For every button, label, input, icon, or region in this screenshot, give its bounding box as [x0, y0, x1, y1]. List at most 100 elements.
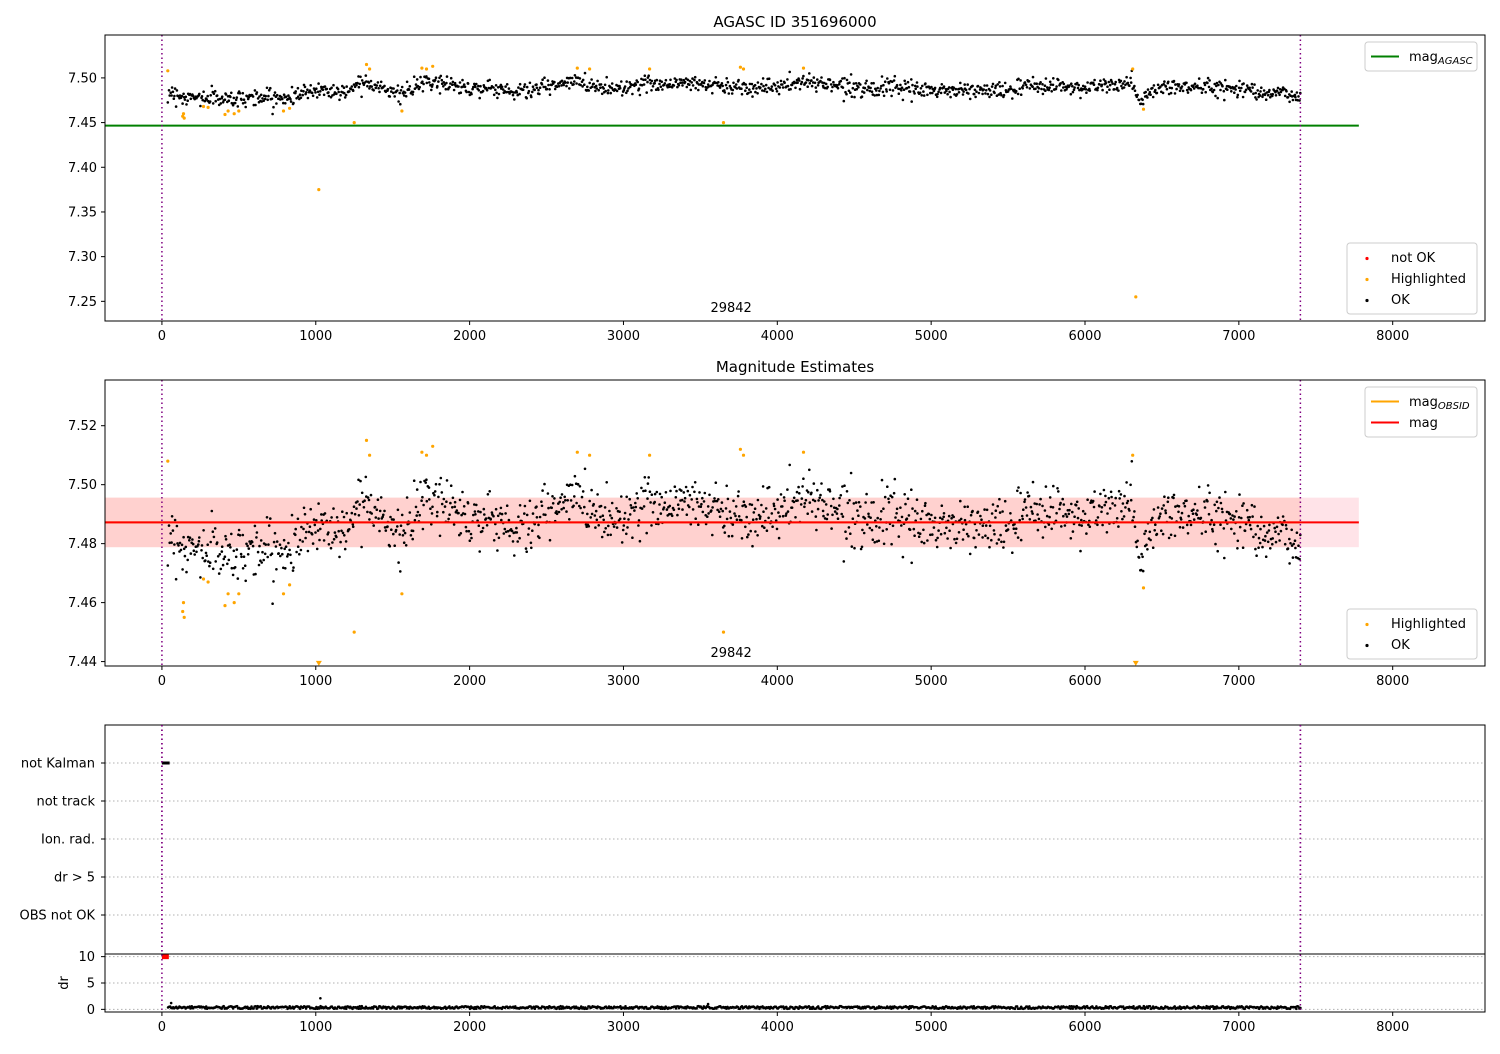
- estimates-panel-ok-point: [292, 566, 295, 569]
- estimates-panel-ok-point: [1117, 489, 1121, 493]
- agasc-panel-ok-point: [377, 86, 380, 90]
- agasc-panel-ok-point: [1039, 81, 1042, 84]
- estimates-panel-ok-point: [802, 477, 805, 481]
- estimates-panel-ok-point: [976, 510, 980, 514]
- estimates-panel-ok-point: [497, 536, 501, 540]
- estimates-panel-ok-point: [965, 532, 969, 536]
- estimates-panel-ok-point: [290, 513, 294, 517]
- agasc-panel-ok-point: [688, 83, 691, 86]
- estimates-panel-ok-point: [350, 511, 354, 515]
- agasc-panel-ok-point: [1113, 82, 1117, 86]
- estimates-panel-ok-point: [263, 552, 267, 556]
- agasc-panel-ok-point: [431, 83, 434, 86]
- agasc-panel-ok-point: [1276, 86, 1280, 90]
- agasc-panel-ok-point: [888, 88, 892, 92]
- agasc-panel-ok-point: [1075, 81, 1079, 85]
- agasc-panel-ok-point: [626, 89, 629, 93]
- agasc-panel-ok-point: [362, 83, 366, 87]
- estimates-panel-ok-point: [570, 483, 574, 487]
- estimates-panel-ok-point: [1180, 511, 1184, 515]
- agasc-panel-ok-point: [578, 77, 582, 80]
- estimates-panel-ok-point: [419, 480, 422, 484]
- agasc-panel-ok-point: [694, 86, 697, 90]
- agasc-panel-highlighted-point: [420, 66, 424, 70]
- estimates-panel-ok-point: [383, 509, 386, 513]
- estimates-panel-ok-point: [988, 545, 991, 549]
- agasc-panel-ok-point: [973, 88, 977, 92]
- agasc-panel-ok-point: [735, 87, 739, 90]
- estimates-panel-ok-point: [191, 538, 194, 541]
- estimates-panel-ok-point: [1070, 502, 1073, 506]
- agasc-panel-ok-point: [615, 89, 619, 93]
- estimates-panel-ok-point: [1153, 529, 1156, 532]
- dr-panel-dr-point: [479, 1007, 482, 1010]
- estimates-panel-ok-point: [1006, 528, 1010, 531]
- estimates-panel-ok-point: [315, 519, 318, 522]
- estimates-panel-ok-point: [255, 531, 259, 534]
- agasc-panel-ok-point: [517, 86, 520, 89]
- agasc-panel-ok-point: [1096, 86, 1100, 90]
- estimates-panel-ok-point: [466, 502, 470, 505]
- agasc-panel-ok-point: [655, 78, 659, 82]
- estimates-panel-ok-point: [875, 525, 878, 528]
- agasc-panel-ok-point: [296, 95, 300, 98]
- agasc-panel-ok-point: [1230, 90, 1233, 93]
- estimates-panel-ok-point: [1158, 515, 1161, 518]
- estimates-panel-ok-point: [1050, 527, 1053, 531]
- agasc-panel-ok-point: [449, 82, 452, 85]
- estimates-panel-ok-point: [463, 512, 467, 516]
- agasc-panel-ok-point: [875, 93, 879, 97]
- estimates-panel-ok-point: [389, 515, 392, 519]
- agasc-panel-ok-point: [271, 112, 274, 116]
- agasc-panel-ok-point: [595, 87, 599, 90]
- agasc-panel-ok-point: [603, 83, 607, 87]
- agasc-panel-ok-point: [620, 94, 624, 97]
- estimates-panel-ok-point: [286, 553, 290, 556]
- estimates-panel-ok-point: [1266, 540, 1270, 544]
- estimates-panel-ok-point: [569, 499, 573, 502]
- estimates-panel-ok-point: [1156, 506, 1160, 509]
- agasc-panel-ok-point: [523, 85, 526, 88]
- agasc-panel-ok-point: [845, 92, 848, 96]
- estimates-panel-ok-point: [730, 534, 734, 538]
- agasc-panel-xtick-label: 0: [158, 329, 166, 344]
- estimates-panel-ok-point: [857, 501, 861, 504]
- agasc-panel-legend-dot-swatch: [1365, 298, 1369, 303]
- estimates-panel-ok-point: [333, 531, 337, 534]
- estimates-panel-ok-point: [1215, 500, 1219, 504]
- agasc-panel-ok-point: [789, 87, 792, 91]
- agasc-panel-legend-label: not OK: [1391, 251, 1436, 266]
- agasc-panel-ok-point: [1069, 92, 1073, 96]
- estimates-panel-ok-point: [927, 512, 931, 516]
- agasc-panel-ok-point: [864, 82, 867, 85]
- agasc-panel-ok-point: [414, 83, 418, 86]
- estimates-panel-ok-point: [224, 538, 228, 541]
- agasc-panel-ok-point: [839, 79, 843, 83]
- agasc-panel-ok-point: [981, 92, 984, 96]
- estimates-panel-ok-point: [676, 503, 680, 507]
- estimates-panel-ok-point: [307, 530, 311, 534]
- agasc-panel-ok-point: [814, 86, 818, 89]
- agasc-panel-ok-point: [618, 86, 622, 90]
- estimates-panel-ok-point: [863, 517, 867, 520]
- estimates-panel-ok-point: [892, 491, 896, 495]
- estimates-panel-ok-point: [1093, 490, 1096, 493]
- estimates-panel-ok-point: [1044, 485, 1048, 488]
- agasc-panel-ok-point: [669, 78, 672, 82]
- estimates-panel-ok-point: [1033, 502, 1036, 505]
- agasc-panel-ok-point: [955, 93, 959, 96]
- agasc-panel-ok-point: [168, 94, 171, 97]
- estimates-panel-ok-point: [920, 540, 923, 544]
- estimates-panel-ok-point: [1223, 556, 1226, 560]
- estimates-panel-ok-point: [717, 498, 720, 501]
- estimates-panel-ok-point: [772, 504, 776, 508]
- estimates-panel-ok-point: [637, 519, 641, 522]
- estimates-panel-ok-point: [946, 537, 949, 540]
- estimates-panel-ok-point: [747, 533, 750, 536]
- agasc-panel-ok-point: [720, 82, 724, 85]
- estimates-panel-ok-point: [754, 530, 757, 533]
- estimates-panel-ok-point: [756, 534, 759, 537]
- estimates-panel-ok-point: [1036, 528, 1040, 532]
- agasc-panel-ok-point: [668, 85, 671, 89]
- estimates-panel-ok-point: [495, 532, 498, 536]
